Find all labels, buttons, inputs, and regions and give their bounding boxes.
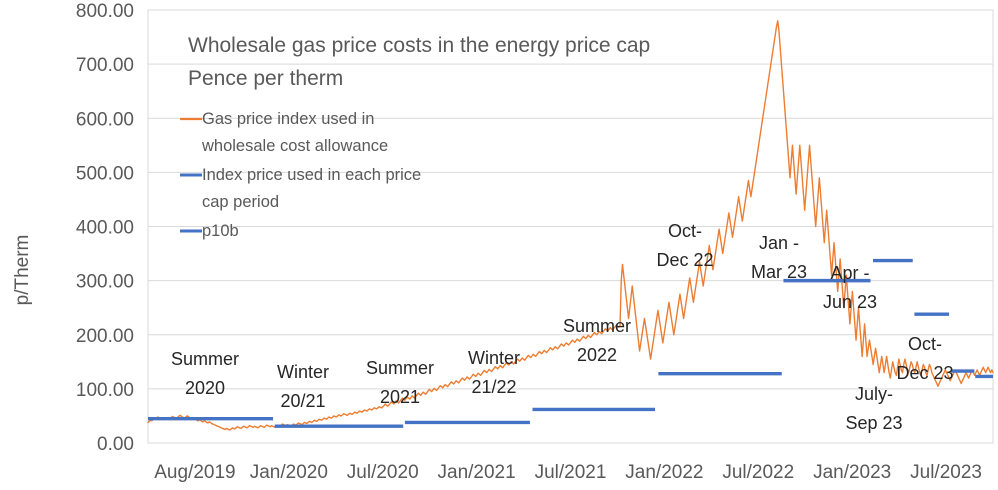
period-annotation-label: Oct- xyxy=(668,221,702,241)
y-axis-tick-label: 0.00 xyxy=(97,434,134,455)
period-annotation-label: Jan - xyxy=(759,233,799,253)
period-annotation-label: Dec 23 xyxy=(896,363,953,383)
legend-label: wholesale cost allowance xyxy=(201,137,388,155)
x-axis-tick-label: Jul/2020 xyxy=(347,462,419,483)
y-axis-tick-label: 600.00 xyxy=(76,109,134,130)
period-annotation-label: Summer xyxy=(563,316,631,336)
x-axis-tick-label: Jul/2021 xyxy=(535,462,607,483)
period-annotation-label: Apr - xyxy=(830,263,869,283)
y-axis-tick-label: 400.00 xyxy=(76,218,134,239)
series-cap-index-segments xyxy=(148,258,993,428)
y-axis-tick-label: 500.00 xyxy=(76,163,134,184)
period-annotation-label: 20/21 xyxy=(280,391,325,411)
period-annotation-label: 2020 xyxy=(185,378,225,398)
y-axis-tick-labels: 0.00 100.00 200.00 300.00 400.00 500.00 600.00… xyxy=(76,1,134,455)
y-axis-tick-label: 200.00 xyxy=(76,326,134,347)
period-annotations: Summer 2020 Winter 20/21 Summer 2021 Winter 21/… xyxy=(171,221,954,433)
x-axis-tick-label: Aug/2019 xyxy=(154,462,235,483)
y-axis-tick-label: 800.00 xyxy=(76,1,134,22)
y-axis-tick-label: 700.00 xyxy=(76,55,134,76)
period-annotation-label: Summer xyxy=(171,349,239,369)
period-annotation-label: 2021 xyxy=(380,387,420,407)
x-axis-tick-label: Jan/2021 xyxy=(438,462,516,483)
series-layer xyxy=(147,20,994,431)
period-annotation-label: 2022 xyxy=(577,345,617,365)
period-annotation-label: Dec 22 xyxy=(656,250,713,270)
y-axis-tick-label: 100.00 xyxy=(76,380,134,401)
y-axis-tick-label: 300.00 xyxy=(76,272,134,293)
x-axis-tick-label: Jan/2022 xyxy=(625,462,703,483)
period-annotation-label: Sep 23 xyxy=(845,413,902,433)
x-axis-tick-labels: Aug/2019 Jan/2020 Jul/2020 Jan/2021 Jul/2021… xyxy=(154,462,982,483)
x-axis-tick-label: Jan/2020 xyxy=(250,462,328,483)
period-annotation-label: Winter xyxy=(468,348,520,368)
period-annotation-label: Winter xyxy=(277,362,329,382)
period-annotation-label: Summer xyxy=(366,358,434,378)
legend-label: cap period xyxy=(202,193,279,211)
x-axis-tick-label: Jul/2022 xyxy=(722,462,794,483)
period-annotation-label: 21/22 xyxy=(471,377,516,397)
y-axis-title: p/Therm xyxy=(12,235,33,306)
legend-label: Gas price index used in xyxy=(202,110,374,128)
period-annotation-label: Mar 23 xyxy=(751,262,807,282)
period-annotation-label: Oct- xyxy=(908,334,942,354)
chart-subtitle: Pence per therm xyxy=(188,67,343,90)
period-annotation-label: July- xyxy=(855,384,893,404)
x-axis-tick-label: Jan/2023 xyxy=(813,462,891,483)
legend-label: Index price used in each price xyxy=(202,166,421,184)
legend-label: p10b xyxy=(202,222,239,240)
period-annotation-label: Jun 23 xyxy=(823,292,877,312)
x-axis-tick-label: Jul/2023 xyxy=(910,462,982,483)
chart-title: Wholesale gas price costs in the energy … xyxy=(188,34,650,57)
chart-legend: Gas price index used in wholesale cost al… xyxy=(180,110,421,240)
plot-area-border xyxy=(147,9,994,444)
